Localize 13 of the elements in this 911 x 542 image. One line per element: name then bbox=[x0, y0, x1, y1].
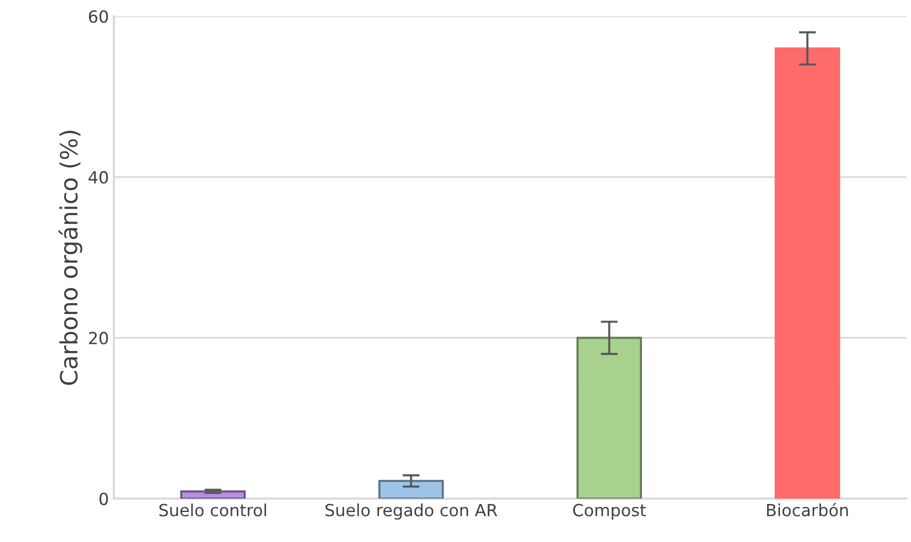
bar bbox=[378, 480, 444, 499]
bar bbox=[774, 47, 840, 499]
bar bbox=[576, 336, 642, 499]
bar bbox=[180, 490, 246, 499]
y-tick-label: 60 bbox=[88, 10, 108, 23]
x-tick-label: Compost bbox=[573, 504, 646, 520]
y-axis-title: Carbono orgánico (%) bbox=[58, 130, 82, 385]
x-tick-label: Biocarbón bbox=[767, 502, 848, 516]
y-tick-label: 0 bbox=[100, 492, 108, 506]
x-tick-label: Suelo control bbox=[159, 504, 266, 516]
y-tick-label: 40 bbox=[88, 171, 108, 184]
y-tick-label: 20 bbox=[89, 332, 108, 344]
x-tick-label: Suelo regado con AR bbox=[326, 504, 498, 520]
